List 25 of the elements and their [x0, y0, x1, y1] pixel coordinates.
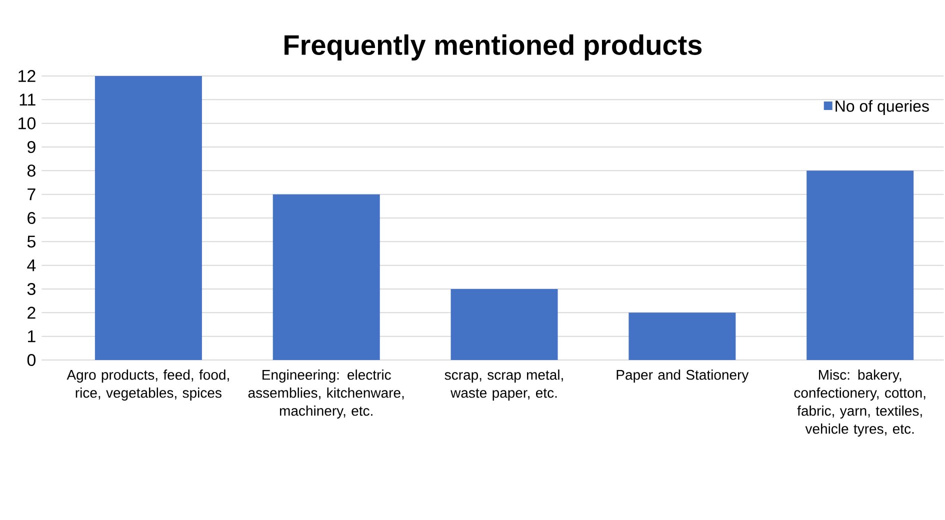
bar: [806, 170, 914, 360]
y-tick-label: 0: [27, 354, 36, 366]
y-tick-label: 1: [28, 330, 36, 342]
bar: [628, 312, 736, 360]
x-tick-label: scrap, scrap metal, waste paper, etc.: [444, 370, 563, 401]
bar: [272, 194, 380, 360]
y-tick-label: 11: [20, 94, 36, 106]
x-tick-label: Paper and Stationery: [616, 370, 749, 383]
bar: [450, 289, 558, 360]
y-tick-label: 5: [27, 236, 36, 248]
x-tick-label: Agro products, feed, food, rice, vegetables, spices: [66, 370, 229, 401]
chart-title: Frequently mentioned products: [284, 34, 702, 60]
y-tick-label: 6: [28, 212, 36, 224]
y-tick-label: 10: [18, 117, 36, 130]
y-tick-label: 12: [18, 70, 36, 82]
y-tick-label: 2: [28, 306, 36, 319]
legend-label: No of queries: [836, 100, 929, 115]
y-tick-label: 8: [27, 164, 36, 177]
y-tick-label: 7: [28, 188, 36, 200]
x-tick-label: Misc: bakery, confectionery, cotton, fabric, yarn, textiles, vehicle tyres, etc.: [794, 370, 926, 437]
y-tick-label: 3: [27, 282, 36, 296]
y-tick-label: 9: [28, 140, 36, 154]
y-tick-label: 4: [27, 259, 36, 272]
bar: [94, 76, 202, 360]
x-tick-label: Engineering: electric assemblies, kitchenware, machinery, etc.: [248, 370, 404, 419]
